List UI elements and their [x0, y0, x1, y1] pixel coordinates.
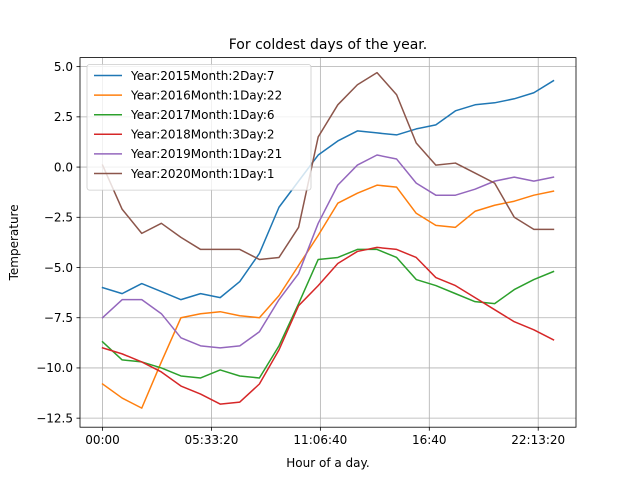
legend-entry-1: Year:2015Month:2Day:7	[130, 69, 275, 83]
axes-frame	[79, 57, 577, 428]
legend-entry-3: Year:2017Month:1Day:6	[130, 108, 275, 122]
series-line-3	[101, 248, 555, 379]
series-line-5	[101, 154, 555, 349]
y-tick-label: −2.5	[44, 211, 73, 225]
x-tick-label: 05:33:20	[185, 433, 239, 447]
x-tick-label: 00:00	[85, 433, 120, 447]
y-tick-label: −12.5	[36, 411, 73, 425]
x-axis-ticks: 00:00 05:33:20 11:06:40 16:40 22:13:20	[85, 427, 565, 447]
legend-box	[86, 64, 312, 191]
series-line-4	[101, 246, 555, 405]
x-axis-label: Hour of a day.	[286, 456, 369, 470]
x-tick-label: 22:13:20	[511, 433, 565, 447]
y-axis-label: Temperature	[7, 204, 21, 281]
x-tick-label: 16:40	[412, 433, 447, 447]
legend: Year:2015Month:2Day:7 Year:2016Month:1Day…	[86, 64, 312, 191]
series-line-1	[101, 79, 555, 301]
y-tick-label: 2.5	[54, 110, 73, 124]
y-tick-label: −7.5	[44, 311, 73, 325]
legend-entry-4: Year:2018Month:3Day:2	[130, 128, 275, 142]
y-tick-label: 0.0	[54, 160, 73, 174]
legend-entry-2: Year:2016Month:1Day:22	[130, 88, 282, 102]
y-tick-label: −5.0	[44, 261, 73, 275]
legend-entry-6: Year:2020Month:1Day:1	[130, 167, 275, 181]
y-tick-label: −10.0	[36, 361, 73, 375]
x-tick-label: 11:06:40	[293, 433, 347, 447]
series-lines	[101, 71, 555, 409]
y-axis-ticks: 5.0 2.5 0.0 −2.5 −5.0 −7.5 −10.0 −12.5	[36, 60, 80, 425]
series-line-6	[101, 71, 555, 261]
legend-entry-5: Year:2019Month:1Day:21	[130, 147, 282, 161]
chart-title: For coldest days of the year.	[229, 37, 427, 53]
y-tick-label: 5.0	[54, 60, 73, 74]
series-line-2	[101, 184, 555, 409]
